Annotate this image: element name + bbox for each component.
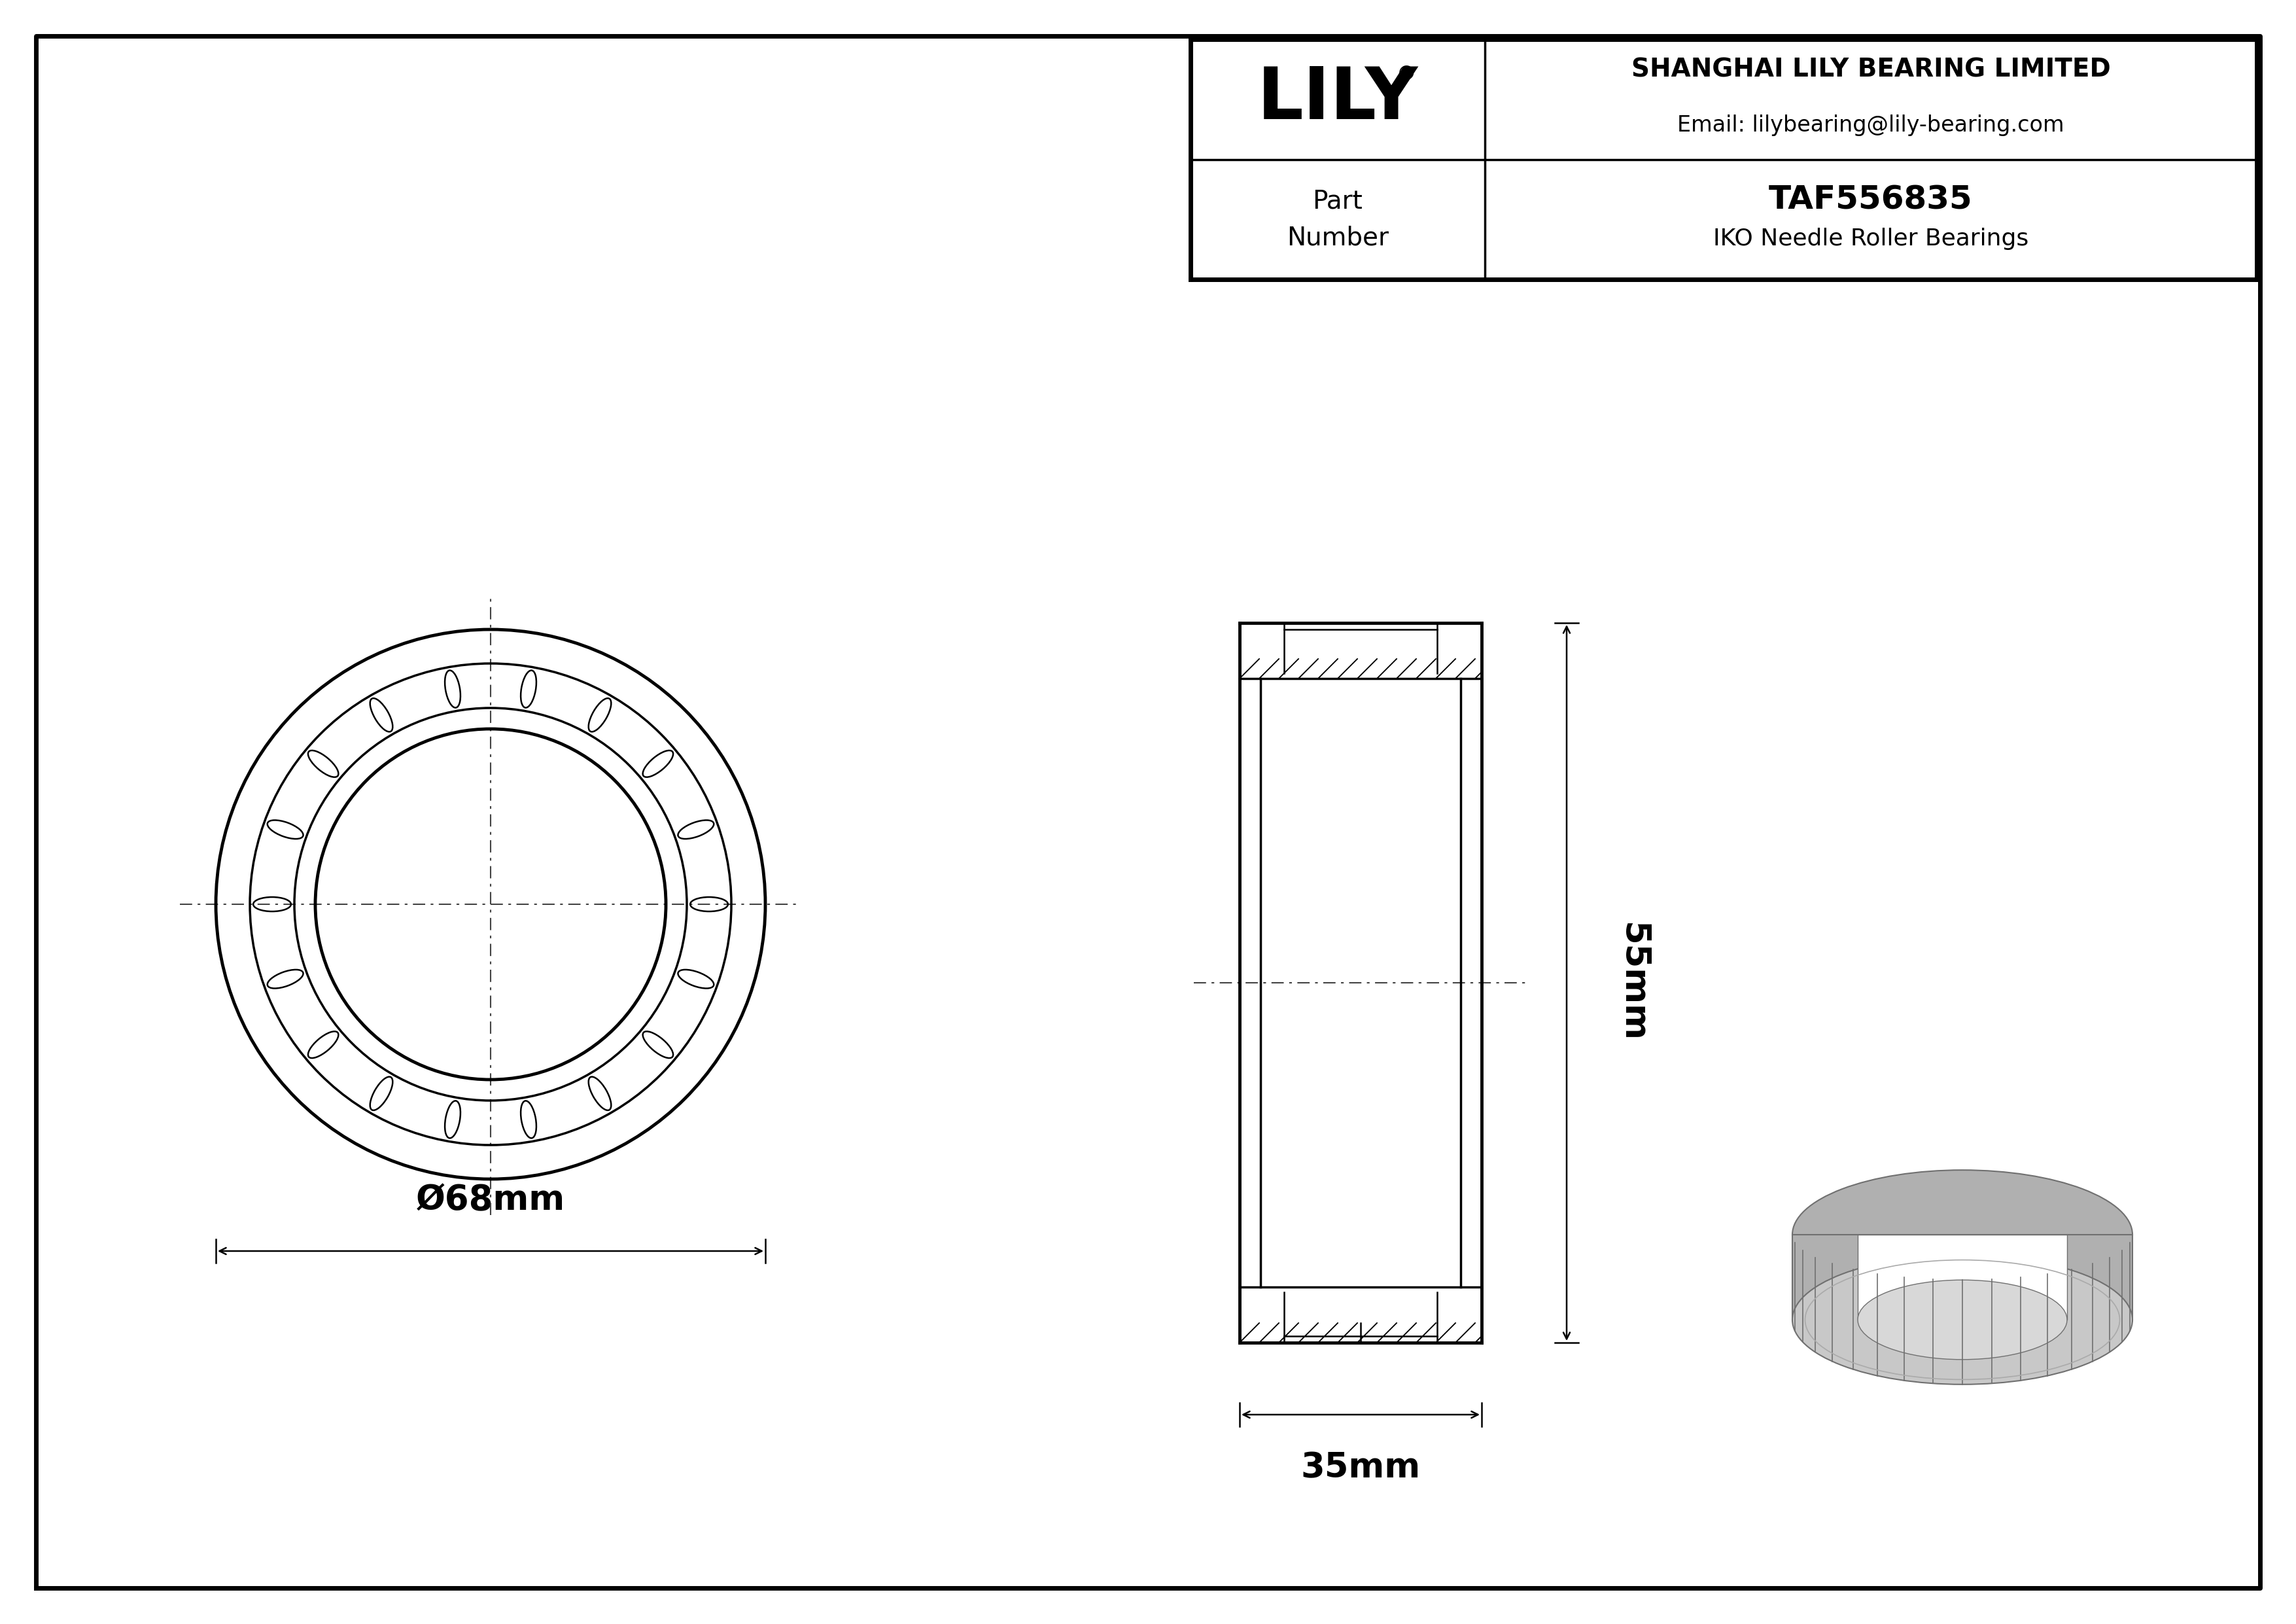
Text: Part: Part — [1313, 188, 1364, 214]
Text: 35mm: 35mm — [1302, 1450, 1421, 1484]
Text: TAF556835: TAF556835 — [1768, 184, 1972, 216]
Text: IKO Needle Roller Bearings: IKO Needle Roller Bearings — [1713, 227, 2030, 250]
Ellipse shape — [1793, 1255, 2133, 1384]
Text: SHANGHAI LILY BEARING LIMITED: SHANGHAI LILY BEARING LIMITED — [1630, 57, 2110, 83]
Ellipse shape — [1793, 1169, 2133, 1299]
Ellipse shape — [1857, 1280, 2066, 1359]
Text: ®: ® — [1396, 65, 1417, 84]
Polygon shape — [1793, 1234, 2133, 1320]
Text: Ø68mm: Ø68mm — [416, 1182, 565, 1216]
Text: 55mm: 55mm — [1616, 922, 1651, 1043]
Text: LILY: LILY — [1258, 65, 1419, 135]
Polygon shape — [1857, 1234, 2066, 1320]
Text: Number: Number — [1286, 226, 1389, 250]
Text: Email: lilybearing@lily-bearing.com: Email: lilybearing@lily-bearing.com — [1678, 115, 2064, 136]
